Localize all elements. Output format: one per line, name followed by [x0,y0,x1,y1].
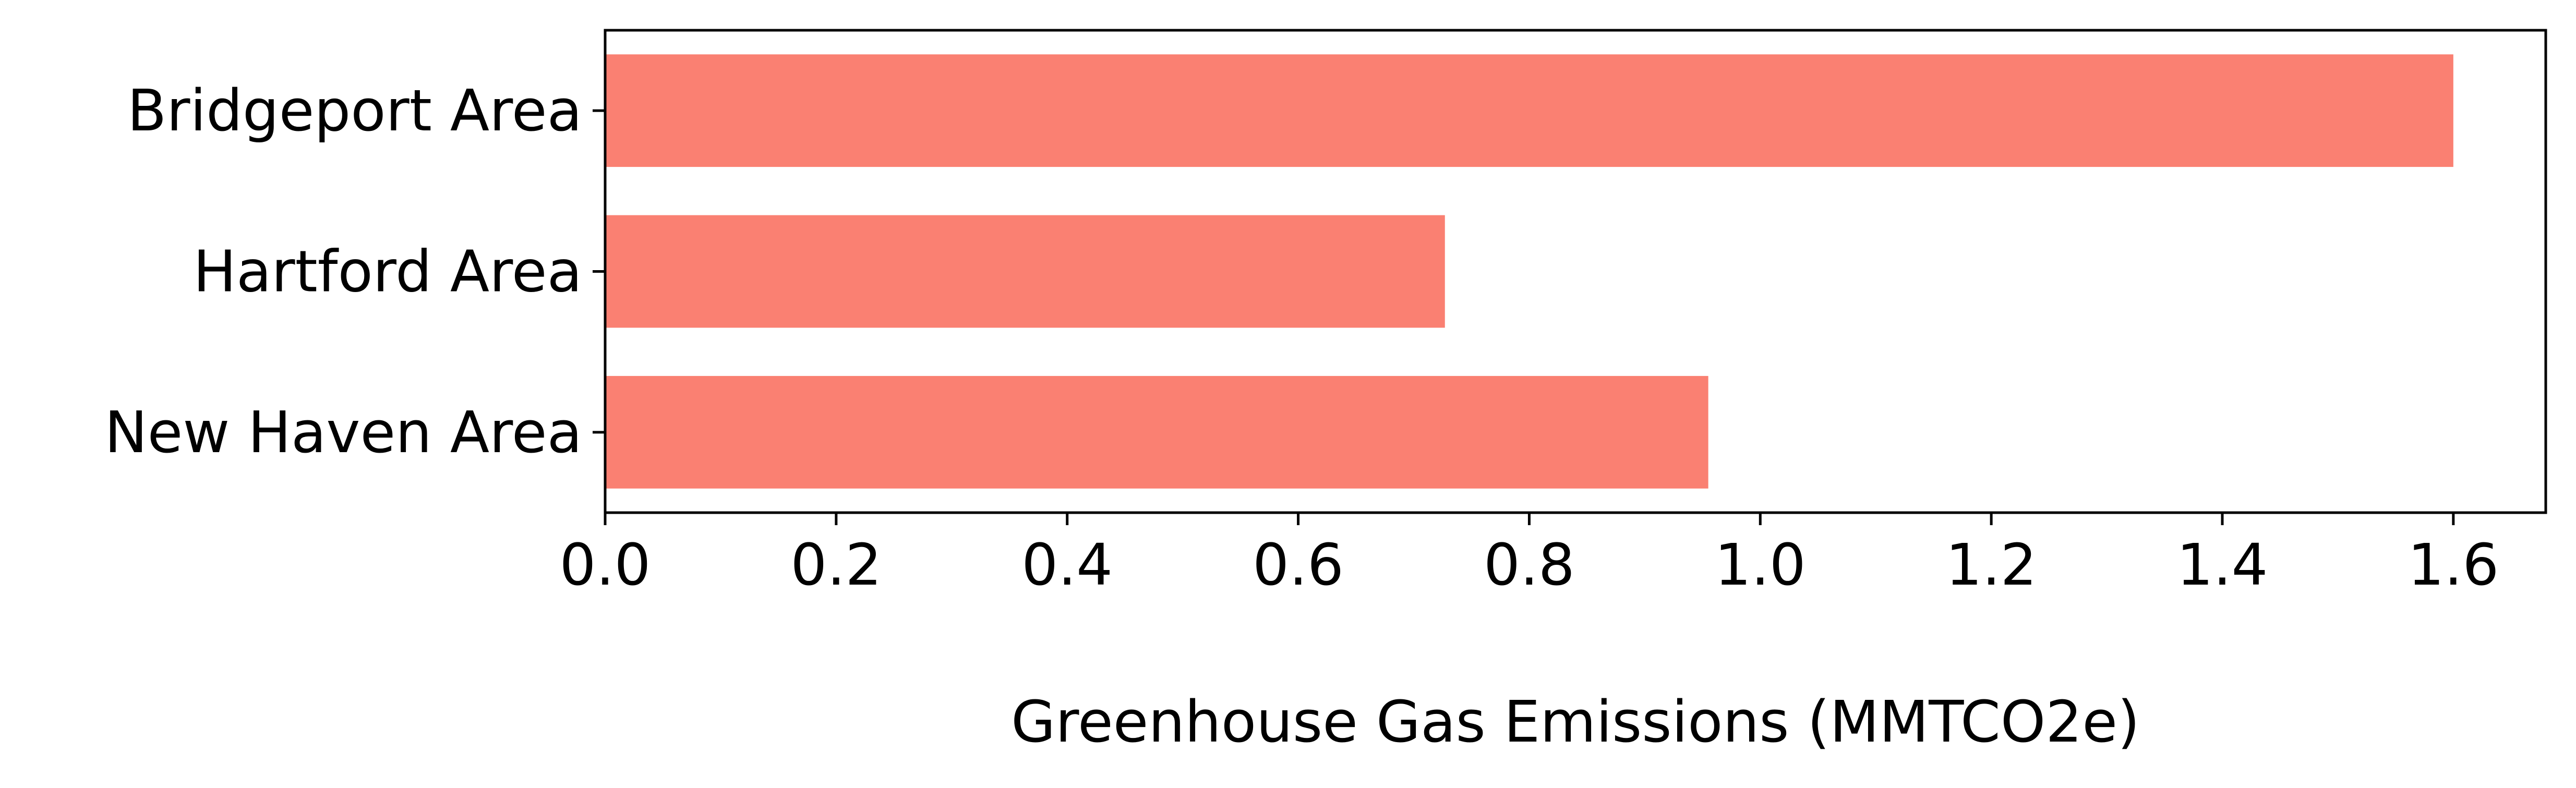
y-axis: Bridgeport Area Hartford Area New Haven Ar… [104,77,605,466]
x-tick-label: 1.0 [1715,531,1806,598]
y-tick-label: Hartford Area [193,238,582,305]
x-tick-label: 0.8 [1484,531,1575,598]
x-tick-label: 0.2 [790,531,882,598]
bar-hartford-area [605,215,1445,328]
y-tick-label: New Haven Area [104,399,582,466]
x-tick-label: 1.6 [2408,531,2499,598]
plot-frame [604,29,2547,514]
bar-bridgeport-area [605,54,2453,167]
bars-group [605,54,2453,489]
x-axis-label: Greenhouse Gas Emissions (MMTCO2e) [1011,688,2140,755]
y-tick-label: Bridgeport Area [127,77,582,144]
x-axis: 0.0 0.2 0.4 0.6 0.8 1.0 1.2 1.4 1.6 [560,513,2499,598]
x-tick-label: 0.0 [560,531,651,598]
x-tick-label: 1.2 [1946,531,2037,598]
x-tick-label: 1.4 [2177,531,2268,598]
bar-new-haven-area [605,375,1708,489]
x-tick-label: 0.4 [1021,531,1113,598]
x-tick-label: 0.6 [1253,531,1344,598]
